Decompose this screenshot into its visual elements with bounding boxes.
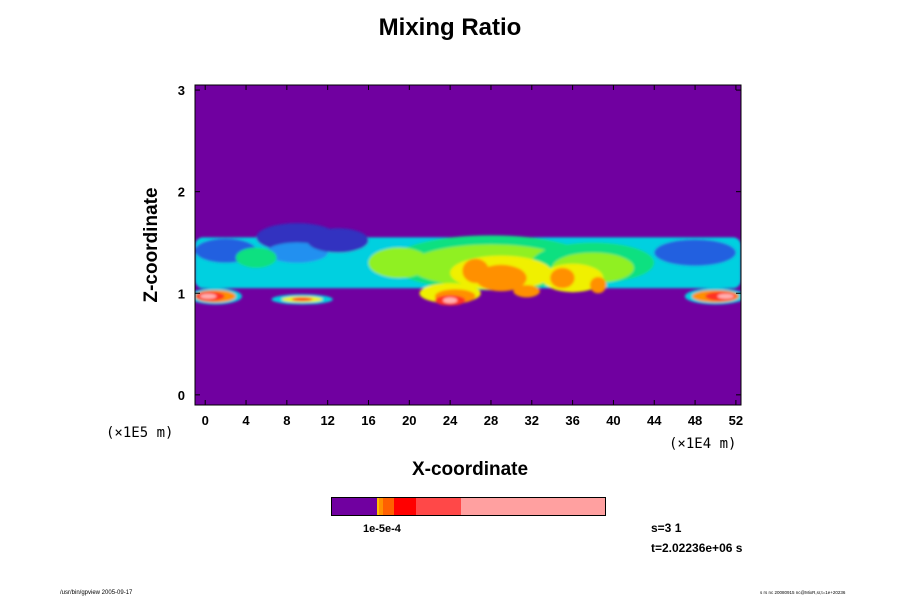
x-tick-label: 24 [443, 413, 458, 428]
heatmap-region-pink [442, 297, 458, 304]
y-axis-label: Z-coordinate [141, 187, 162, 302]
colorbar-segment [394, 498, 417, 515]
heatmap-region-pink [200, 293, 217, 299]
x-tick-label: 20 [402, 413, 416, 428]
footer-file: s rs nc 20080915 nc@MixR,sr,t=1e+20236 [760, 590, 846, 595]
x-tick-label: 0 [202, 413, 209, 428]
colorbar-segment [379, 498, 384, 515]
colorbar-label: 1e-5e-4 [363, 523, 401, 535]
y-tick-label: 1 [178, 286, 185, 301]
y-unit-label: (×1E5 m) [106, 425, 174, 441]
colorbar-segment [461, 498, 605, 515]
x-tick-label: 44 [647, 413, 662, 428]
heatmap-region-darkblue [307, 228, 369, 253]
x-tick-label: 40 [606, 413, 620, 428]
footer-command: /usr/bin/gpview 2005-09-17 [60, 590, 133, 596]
heatmap-region-orange [589, 277, 607, 294]
time-info: t=2.02236e+06 s [651, 541, 743, 555]
heatmap-region-orange [462, 258, 489, 284]
x-tick-label: 4 [242, 413, 250, 428]
x-unit-label: (×1E4 m) [669, 436, 737, 452]
step-info: s=3 1 [651, 521, 682, 535]
x-tick-label: 12 [320, 413, 334, 428]
heatmap-region-red [291, 297, 313, 302]
x-tick-label: 28 [484, 413, 498, 428]
heatmap-region-blue [654, 239, 736, 266]
heatmap-region-lime [368, 247, 430, 279]
x-tick-label: 8 [283, 413, 290, 428]
colorbar-segment [416, 498, 462, 515]
chart-title: Mixing Ratio [378, 14, 522, 41]
y-tick-label: 0 [178, 388, 185, 403]
heatmap-field [195, 223, 741, 306]
colorbar-segment [383, 498, 395, 515]
x-axis-label: X-coordinate [411, 459, 529, 480]
y-tick-label: 2 [178, 185, 185, 200]
heatmap-region-lightblue [266, 242, 328, 263]
heatmap-region-pink [717, 293, 734, 299]
colorbar-segment [377, 498, 380, 515]
x-tick-label: 32 [525, 413, 539, 428]
plot-frame [194, 84, 742, 406]
x-tick-label: 48 [688, 413, 702, 428]
x-tick-label: 52 [729, 413, 743, 428]
heatmap-region-orange [550, 267, 575, 289]
heatmap-region-green [235, 247, 277, 268]
colorbar [331, 497, 606, 516]
heatmap-region-orange [513, 285, 540, 298]
colorbar-segment [332, 498, 378, 515]
x-tick-label: 16 [361, 413, 375, 428]
x-tick-label: 36 [565, 413, 579, 428]
y-tick-label: 3 [178, 83, 185, 98]
